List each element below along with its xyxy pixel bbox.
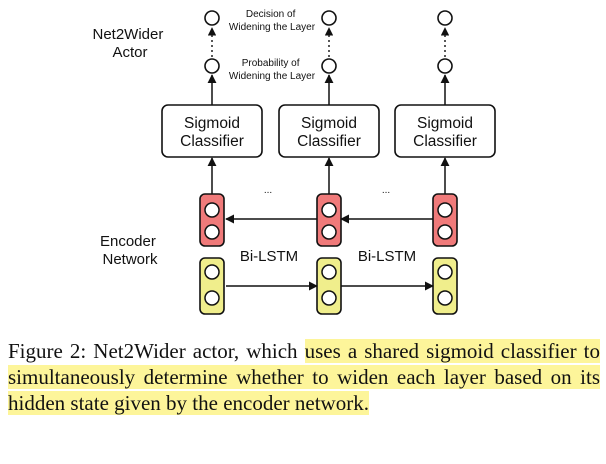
backward-unit-bottom-1: [204, 224, 220, 240]
ellipsis-1: ...: [264, 185, 272, 196]
caption-plain: Figure 2: Net2Wider actor, which: [8, 339, 305, 363]
caption-end: .: [363, 391, 369, 415]
classifier-label-2: Sigmoid Classifier: [297, 115, 361, 150]
probability-label: Probability of Widening the Layer: [229, 58, 316, 82]
classifier-label-1: Sigmoid Classifier: [180, 115, 244, 150]
decision-node-1: [204, 10, 220, 26]
encoder-label: Encoder Network: [100, 233, 160, 268]
decision-node-2: [321, 10, 337, 26]
classifier-box-2: [278, 104, 380, 158]
actor-label: Net2Wider Actor: [92, 26, 167, 61]
forward-unit-bottom-2: [321, 290, 337, 306]
net2wider-diagram: Net2Wider Actor Decision of Widening the…: [92, 9, 496, 315]
probability-node-3: [437, 58, 453, 74]
forward-unit-bottom-1: [204, 290, 220, 306]
classifier-box-3: [394, 104, 496, 158]
forward-unit-bottom-3: [437, 290, 453, 306]
ellipsis-2: ...: [382, 185, 390, 196]
backward-unit-top-2: [321, 202, 337, 218]
probability-node-2: [321, 58, 337, 74]
bilstm-label-2: Bi-LSTM: [358, 248, 416, 265]
classifier-box-1: [161, 104, 263, 158]
backward-unit-bottom-3: [437, 224, 453, 240]
bilstm-label-1: Bi-LSTM: [240, 248, 298, 265]
forward-unit-top-1: [204, 264, 220, 280]
figure-caption: Figure 2: Net2Wider actor, which uses a …: [8, 338, 600, 416]
decision-node-3: [437, 10, 453, 26]
backward-unit-top-3: [437, 202, 453, 218]
forward-unit-top-2: [321, 264, 337, 280]
probability-node-1: [204, 58, 220, 74]
backward-unit-top-1: [204, 202, 220, 218]
backward-unit-bottom-2: [321, 224, 337, 240]
forward-unit-top-3: [437, 264, 453, 280]
decision-label: Decision of Widening the Layer: [229, 9, 316, 33]
classifier-label-3: Sigmoid Classifier: [413, 115, 477, 150]
